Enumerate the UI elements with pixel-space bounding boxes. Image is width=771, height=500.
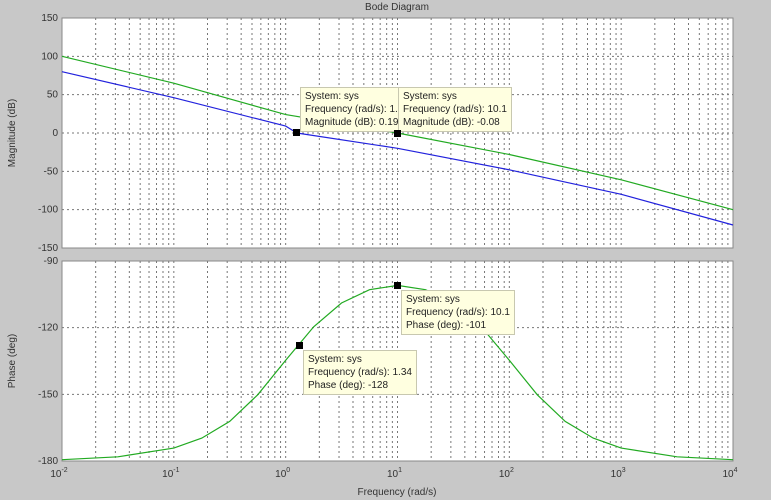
datatip-value: Magnitude (dB): -0.08 (403, 117, 500, 128)
y-tick-label: -50 (44, 166, 59, 177)
datatip-marker[interactable] (293, 129, 301, 137)
datatip-value: Phase (deg): -101 (406, 320, 487, 331)
datatip-system: System: sys (305, 91, 359, 102)
chart-title: Bode Diagram (365, 2, 429, 13)
datatip-frequency: Frequency (rad/s): 10.1 (406, 307, 510, 318)
y-tick-label: 50 (47, 90, 59, 101)
y-tick-label: -90 (44, 256, 59, 267)
x-tick-label: 101 (387, 467, 402, 480)
datatip-system: System: sys (308, 354, 362, 365)
datatip-system: System: sys (403, 91, 457, 102)
datatip-frequency: Frequency (rad/s): 1.34 (308, 367, 412, 378)
x-tick-label: 10-1 (162, 467, 179, 480)
datatip-marker[interactable] (296, 341, 304, 349)
x-tick-label: 102 (499, 467, 514, 480)
x-tick-label: 103 (611, 467, 626, 480)
y-tick-label: -100 (38, 205, 58, 216)
y-tick-label: 150 (41, 13, 58, 24)
phase-axis-label: Phase (deg) (7, 334, 18, 388)
y-tick-label: -150 (38, 243, 58, 254)
y-tick-label: -150 (38, 389, 58, 400)
x-tick-label: 100 (275, 467, 290, 480)
magnitude-datatip-1[interactable]: System: sys Frequency (rad/s): 1.26 Magn… (300, 87, 414, 132)
datatip-marker[interactable] (394, 129, 402, 137)
magnitude-axis-label: Magnitude (dB) (7, 99, 18, 167)
series-line-1 (61, 71, 734, 226)
magnitude-datatip-2[interactable]: System: sys Frequency (rad/s): 10.1 Magn… (398, 87, 512, 132)
datatip-value: Magnitude (dB): 0.191 (305, 117, 404, 128)
x-tick-label: 104 (722, 467, 737, 480)
datatip-value: Phase (deg): -128 (308, 380, 389, 391)
datatip-system: System: sys (406, 294, 460, 305)
y-tick-label: -180 (38, 456, 58, 467)
x-tick-label: 10-2 (50, 467, 67, 480)
y-tick-label: 100 (41, 51, 58, 62)
y-tick-label: 0 (52, 128, 58, 139)
datatip-frequency: Frequency (rad/s): 10.1 (403, 104, 507, 115)
phase-datatip-1[interactable]: System: sys Frequency (rad/s): 10.1 Phas… (401, 290, 515, 335)
phase-datatip-2[interactable]: System: sys Frequency (rad/s): 1.34 Phas… (303, 350, 417, 395)
datatip-marker[interactable] (394, 281, 402, 289)
datatip-frequency: Frequency (rad/s): 1.26 (305, 104, 409, 115)
x-axis-label: Frequency (rad/s) (358, 487, 437, 498)
y-tick-label: -120 (38, 323, 58, 334)
